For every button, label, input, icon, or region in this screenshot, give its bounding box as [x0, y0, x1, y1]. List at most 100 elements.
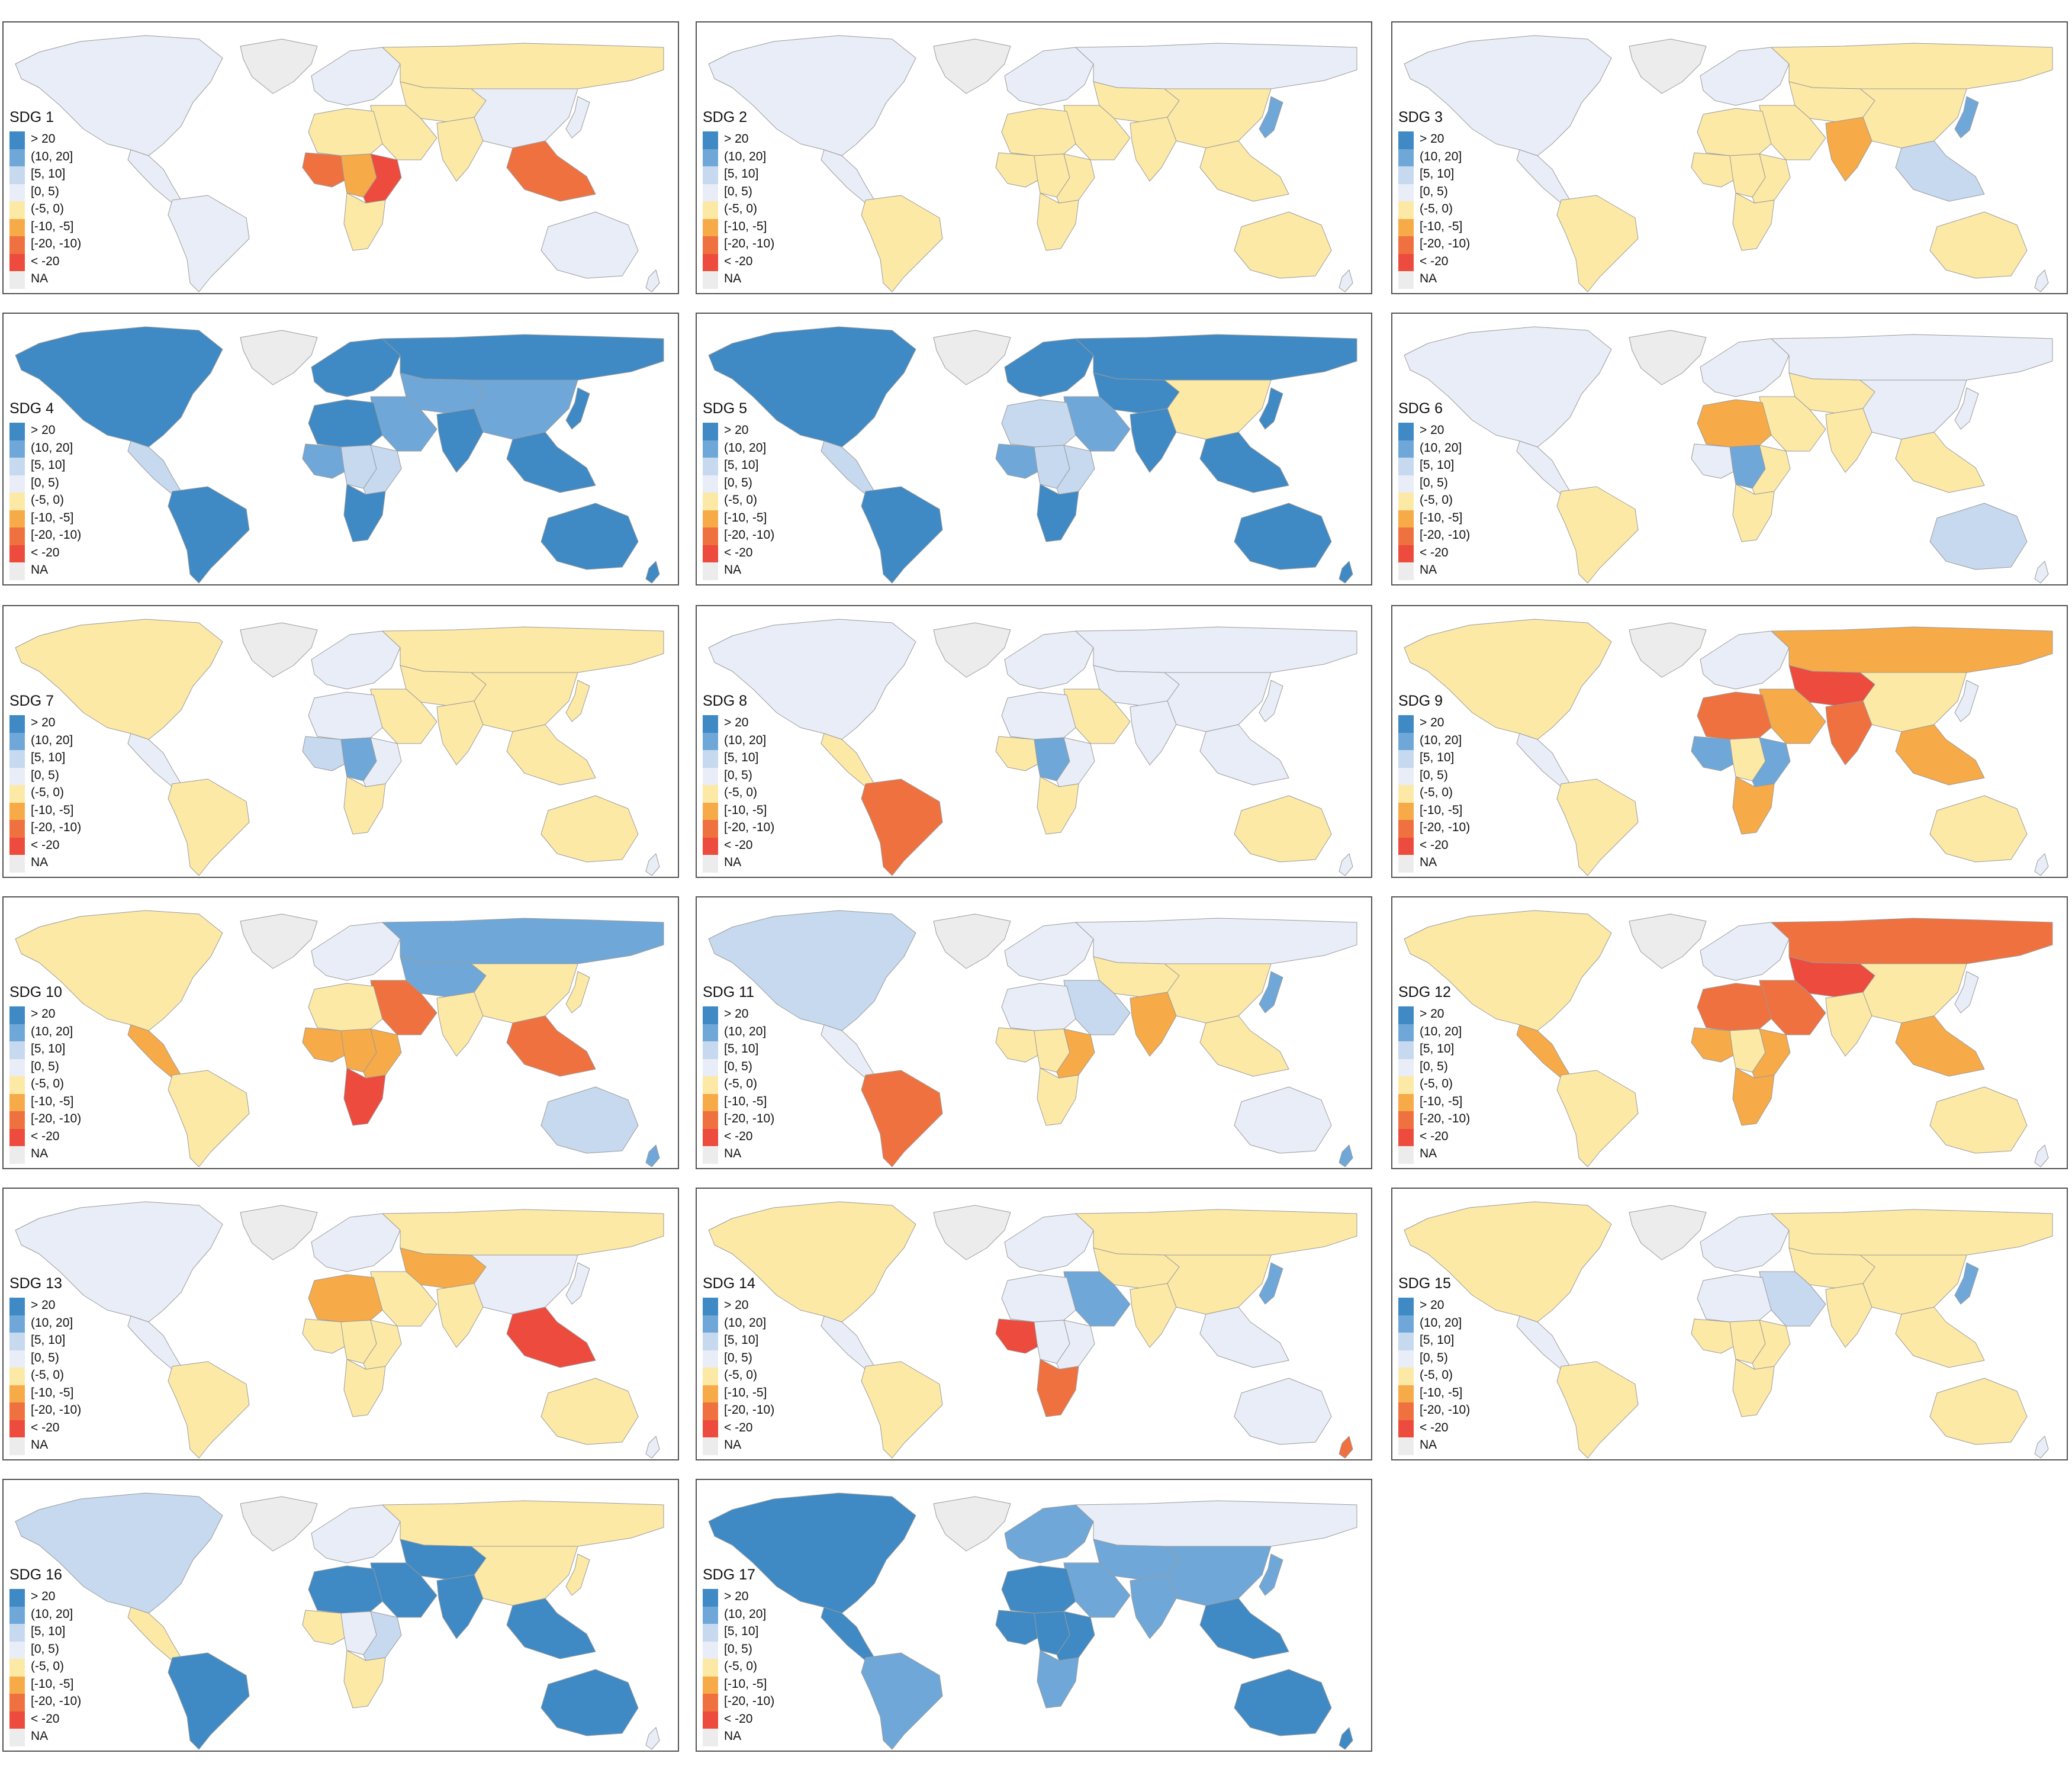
region-southeast-asia [1199, 1307, 1289, 1368]
legend-label: NA [31, 1438, 49, 1452]
region-north-america [15, 326, 223, 448]
region-europe [311, 1504, 401, 1563]
legend-label: > 20 [1420, 1007, 1444, 1021]
legend-swatch [1398, 236, 1414, 254]
region-new-zealand [2034, 269, 2049, 292]
region-north-america [1404, 326, 1612, 448]
region-china-east-asia [471, 1546, 578, 1606]
legend-label: [-10, -5] [31, 510, 74, 525]
legend-label: NA [724, 1729, 742, 1743]
region-new-zealand [645, 269, 660, 292]
region-greenland [933, 1496, 1011, 1552]
legend-label: (-5, 0) [1420, 202, 1453, 215]
legend-swatch [1398, 440, 1414, 458]
region-china-east-asia [471, 1254, 578, 1315]
legend-label: [0, 5) [1420, 768, 1448, 782]
region-greenland [933, 38, 1011, 94]
region-greenland [240, 913, 318, 969]
region-southern-africa [1732, 776, 1775, 835]
legend-swatch [9, 493, 25, 510]
legend-label: [-20, -10) [724, 237, 775, 250]
legend-label: < -20 [1420, 1420, 1449, 1434]
legend-label: [0, 5) [1420, 184, 1448, 198]
region-australia [1234, 503, 1332, 570]
legend-swatch [9, 201, 25, 219]
legend-swatch [9, 1437, 25, 1455]
map-title: SDG 8 [703, 693, 748, 709]
legend-swatch [1398, 149, 1414, 166]
legend-label: [-10, -5] [1420, 803, 1463, 817]
legend-label: [-10, -5] [724, 510, 767, 525]
region-australia [1234, 1669, 1332, 1736]
map-title: SDG 5 [703, 400, 748, 417]
legend-label: [0, 5) [31, 1642, 59, 1656]
legend-label: > 20 [724, 1590, 749, 1603]
region-north-africa [308, 691, 383, 740]
legend-swatch [9, 510, 25, 527]
region-south-america [1556, 195, 1639, 292]
region-central-america [821, 149, 875, 204]
map-title: SDG 2 [703, 109, 748, 126]
legend-label: < -20 [31, 838, 60, 852]
legend-label: (10, 20] [724, 1315, 767, 1330]
legend-label: [0, 5) [1420, 1059, 1448, 1073]
region-japan [1259, 1262, 1283, 1305]
legend-swatch [9, 1058, 25, 1076]
legend-swatch [1398, 732, 1414, 750]
region-australia [1929, 795, 2028, 863]
legend-swatch [9, 1606, 25, 1624]
region-australia [540, 795, 639, 863]
region-southeast-asia [1895, 724, 1985, 786]
legend-swatch [703, 820, 718, 838]
region-new-zealand [645, 1144, 660, 1167]
legend-label: > 20 [1420, 716, 1444, 729]
region-china-east-asia [1164, 88, 1272, 149]
region-south-asia [436, 1574, 484, 1639]
legend-label: (10, 20] [31, 440, 73, 455]
legend-label: (10, 20] [1420, 733, 1462, 747]
legend-label: (10, 20] [31, 733, 73, 747]
legend-swatch [9, 750, 25, 768]
region-southern-africa [1732, 1359, 1775, 1417]
legend-label: (10, 20] [31, 1607, 73, 1621]
legend-label: > 20 [724, 1298, 749, 1312]
legend-label: [-20, -10) [1420, 821, 1471, 834]
region-south-america [1556, 1361, 1639, 1459]
legend-label: [5, 10] [724, 1042, 759, 1056]
map-title: SDG 14 [703, 1275, 755, 1292]
legend-label: [5, 10] [724, 458, 759, 472]
region-china-east-asia [1164, 1254, 1272, 1315]
legend-swatch [9, 802, 25, 820]
legend-swatch [703, 218, 718, 236]
region-europe [1700, 47, 1790, 106]
map-panel: SDG 5 > 20 (10, 20] [5, 10] [0, 5) (-5, 0) [-1… [696, 313, 1372, 585]
legend-swatch [703, 166, 718, 184]
region-greenland [240, 38, 318, 94]
map-panel: SDG 11 > 20 (10, 20] [5, 10] [0, 5) (-5, 0) [-… [696, 896, 1372, 1169]
region-southern-africa [1037, 192, 1079, 251]
legend-label: [-10, -5] [1420, 510, 1463, 525]
legend-label: NA [31, 563, 49, 577]
legend-swatch [1398, 1420, 1414, 1437]
legend-swatch [703, 1589, 718, 1607]
legend-label: [-10, -5] [1420, 219, 1463, 233]
region-new-zealand [2034, 1144, 2049, 1167]
map-panel: SDG 3 > 20 (10, 20] [5, 10] [0, 5) (-5, 0) [-1… [1391, 21, 2068, 294]
map-panel: SDG 4 > 20 (10, 20] [5, 10] [0, 5) (-5, 0) [-1… [2, 313, 679, 585]
legend-label: [-10, -5] [724, 1677, 767, 1691]
region-australia [1234, 795, 1332, 863]
legend-label: [-20, -10) [31, 237, 82, 250]
region-north-america [708, 1201, 916, 1323]
region-central-america [821, 440, 875, 495]
region-south-america [168, 778, 250, 876]
legend-swatch [1398, 802, 1414, 820]
region-australia [540, 1378, 639, 1445]
region-south-asia [1130, 408, 1177, 473]
legend-swatch [9, 562, 25, 580]
world-choropleth-map [1404, 619, 2053, 876]
legend-swatch [9, 1041, 25, 1059]
region-central-america [1516, 440, 1571, 495]
region-southern-africa [1732, 484, 1775, 542]
world-choropleth-map [15, 619, 664, 876]
region-south-america [168, 486, 250, 584]
